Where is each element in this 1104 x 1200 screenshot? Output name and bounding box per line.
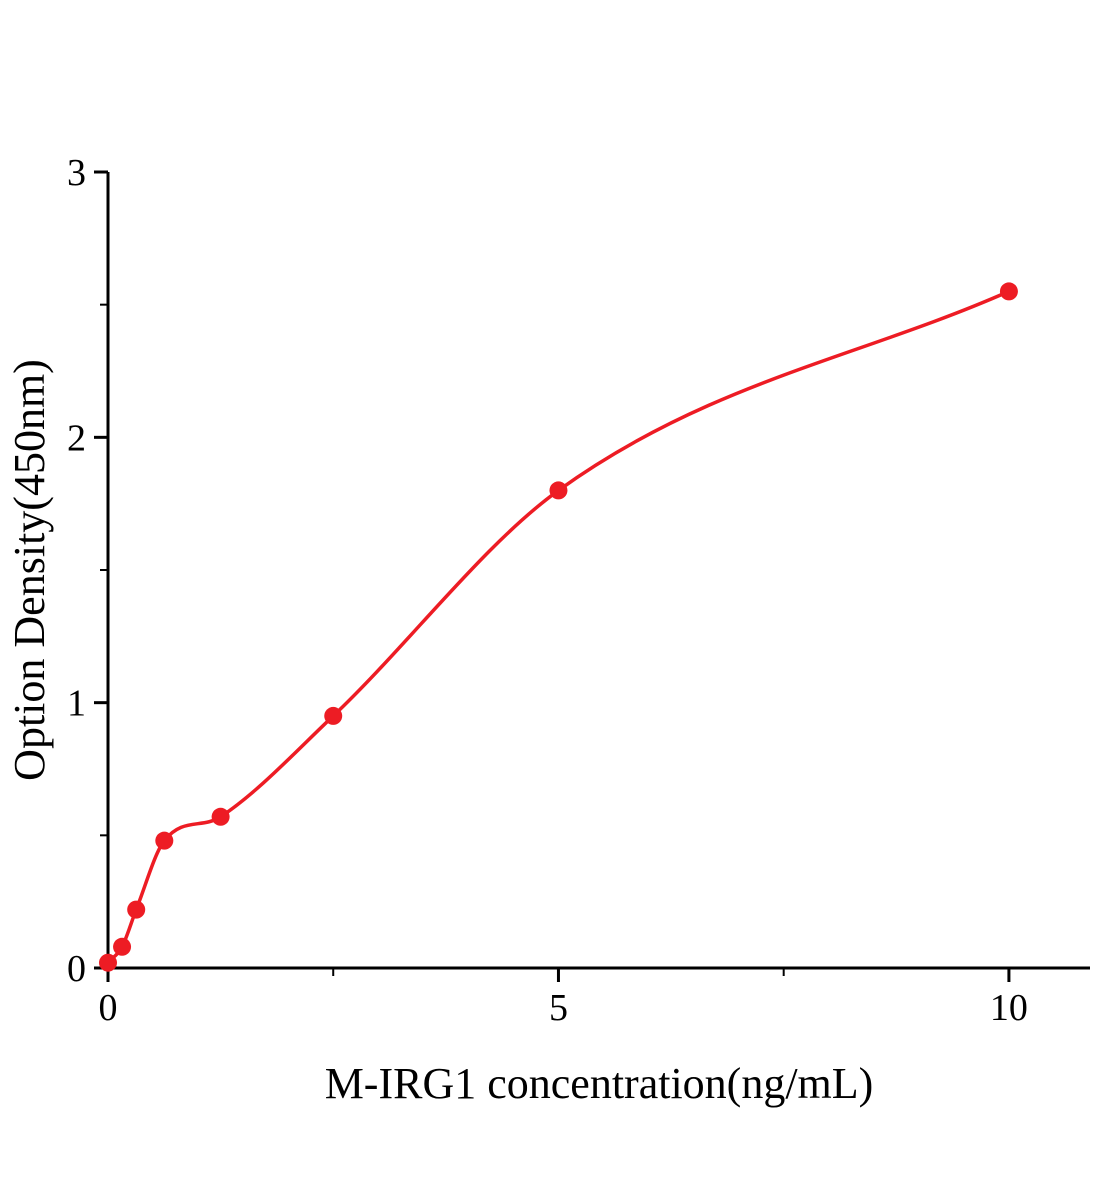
data-point <box>999 282 1018 301</box>
data-point <box>127 900 146 919</box>
y-tick-label: 3 <box>67 152 86 194</box>
data-point <box>99 953 117 972</box>
data-point <box>211 807 230 826</box>
fit-curve <box>106 289 1010 964</box>
plot-area: 0 5 10 0 1 2 3 <box>67 152 1090 1029</box>
x-tick-label: 10 <box>990 987 1028 1029</box>
y-tick-label: 2 <box>67 417 86 459</box>
data-point <box>113 937 132 956</box>
data-point <box>324 706 343 725</box>
y-tick-label: 1 <box>67 683 86 725</box>
y-tick-label: 0 <box>67 948 86 990</box>
x-axis-title: M-IRG1 concentration(ng/mL) <box>325 1059 874 1108</box>
x-tick-label: 0 <box>99 987 118 1029</box>
data-point <box>155 831 174 850</box>
y-axis-title: Option Density(450nm) <box>5 359 54 781</box>
data-point <box>549 481 568 500</box>
x-tick-label: 5 <box>549 987 568 1029</box>
